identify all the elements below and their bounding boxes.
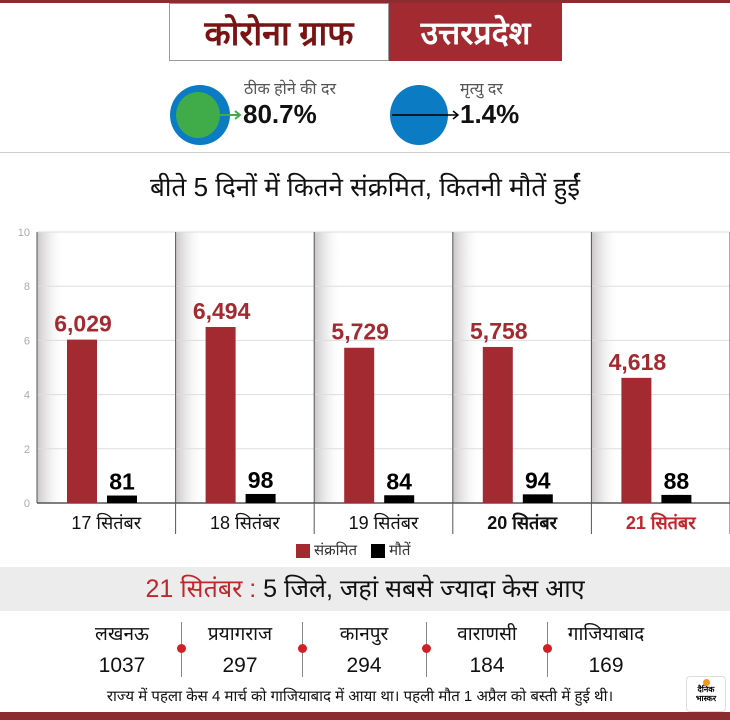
separator-dot (298, 644, 307, 653)
x-tick-label: 20 सितंबर (487, 512, 557, 533)
death-value: 1.4% (460, 99, 520, 129)
header-state: उत्तरप्रदेश (389, 3, 562, 61)
district-item: कानपुर 294 (304, 620, 424, 678)
recovery-value: 80.7% (243, 99, 317, 129)
death-circle-icon (390, 85, 460, 145)
x-tick-label: 18 सितंबर (210, 512, 280, 533)
bar-chart: 0 2 4 6 8 10 6,029 81 17 सितंबर 6,494 98 18 सितंबर 5… (18, 227, 730, 534)
x-tick-label: 19 सितंबर (349, 512, 419, 533)
top-border (0, 0, 730, 3)
data-label-deaths: 81 (109, 469, 135, 495)
bar-deaths (522, 494, 553, 503)
x-tick-label: 17 सितंबर (71, 512, 141, 533)
bar-deaths (384, 495, 415, 503)
bar-deaths (661, 494, 692, 503)
district-name: प्रयागराज (207, 624, 273, 645)
district-name: वाराणसी (457, 624, 517, 645)
separator-dot (177, 644, 186, 653)
column-shade (314, 232, 343, 503)
y-tick-label: 4 (24, 390, 30, 402)
data-label-infected: 5,758 (470, 318, 528, 344)
district-item: गाजियाबाद 169 (546, 620, 666, 678)
legend-item-deaths: मौतें (371, 540, 410, 560)
chart-legend: संक्रमित मौतें (296, 540, 410, 560)
footer-note: राज्य में पहला केस 4 मार्च को गाजियाबाद … (106, 688, 614, 705)
district-cases: 1037 (98, 654, 146, 677)
header-title: कोरोना ग्राफ (169, 3, 389, 61)
district-item: लखनऊ 1037 (62, 620, 182, 678)
column-shade (175, 232, 204, 503)
recovery-label: ठीक होने की दर (244, 81, 337, 98)
district-item: प्रयागराज 297 (180, 620, 300, 678)
data-label-deaths: 98 (248, 467, 274, 493)
district-cases: 294 (346, 654, 382, 677)
districts-heading: 21 सितंबर : 5 जिले, जहां सबसे ज्यादा केस… (0, 567, 730, 611)
data-label-infected: 6,029 (54, 311, 112, 337)
district-cases: 169 (588, 654, 624, 677)
bar-infected (205, 327, 236, 503)
y-tick-label: 0 (24, 498, 30, 510)
death-label: मृत्यु दर (460, 81, 503, 98)
bar-deaths (107, 495, 137, 503)
bar-deaths (245, 493, 276, 503)
district-name: लखनऊ (95, 624, 149, 645)
district-name: गाजियाबाद (567, 624, 645, 645)
separator-dot (421, 644, 431, 653)
recovery-circle-icon (170, 85, 242, 145)
data-label-infected: 6,494 (193, 298, 251, 324)
bar-infected (482, 346, 513, 503)
divider (0, 152, 730, 153)
dainik-bhaskar-logo: दैनिक भास्कर (686, 676, 726, 712)
chart-title: बीते 5 दिनों में कितने संक्रमित, कितनी म… (149, 172, 581, 202)
data-label-infected: 5,729 (331, 319, 389, 345)
data-label-deaths: 84 (386, 468, 412, 494)
district-cases: 297 (222, 654, 258, 677)
bar-infected (621, 377, 652, 503)
district-cases: 184 (469, 654, 505, 677)
district-name: कानपुर (339, 624, 389, 645)
column-shade (452, 232, 481, 503)
y-tick-label: 2 (24, 444, 30, 456)
separator-dot (542, 644, 552, 653)
bar-infected (344, 347, 375, 503)
y-tick-label: 6 (24, 335, 30, 347)
y-tick-label: 8 (24, 281, 30, 293)
data-label-deaths: 88 (664, 468, 690, 494)
x-tick-label: 21 सितंबर (626, 512, 696, 533)
data-label-infected: 4,618 (609, 349, 667, 375)
bottom-border (0, 712, 730, 720)
legend-item-infected: संक्रमित (296, 540, 357, 560)
data-label-deaths: 94 (525, 467, 551, 493)
column-shade (37, 232, 65, 503)
column-shade (591, 232, 620, 503)
district-item: वाराणसी 184 (427, 620, 547, 678)
bar-infected (67, 339, 97, 503)
y-tick-label: 10 (18, 227, 30, 239)
